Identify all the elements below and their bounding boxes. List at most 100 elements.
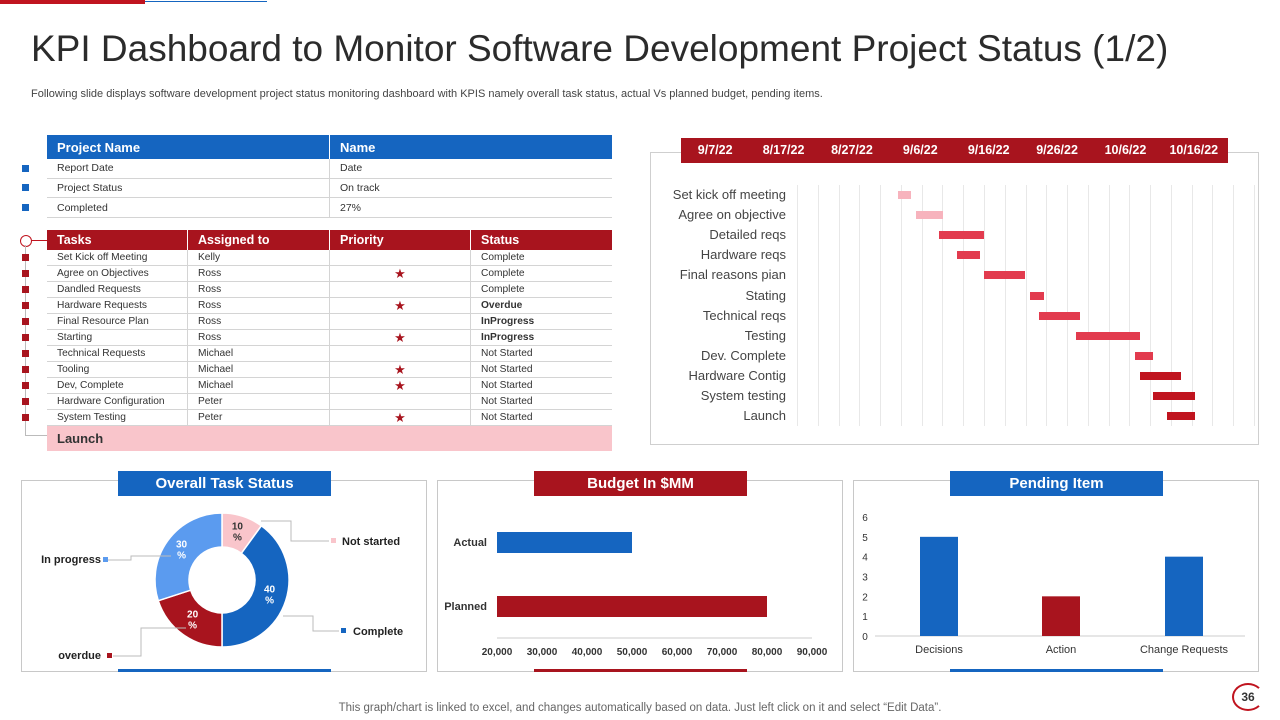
table-row: Hardware Configuration Peter Not Started [47, 394, 612, 410]
gantt-gridline [817, 185, 819, 426]
gantt-gridline [1150, 185, 1152, 426]
header-name: Name [340, 139, 376, 155]
gantt-bar [1030, 291, 1044, 300]
assigned-cell: Peter [188, 410, 330, 425]
gantt-gridline [1254, 185, 1255, 426]
gantt-gridline [1087, 185, 1089, 426]
row-bullet [22, 254, 29, 261]
priority-star-icon [330, 282, 471, 297]
table-row: Technical Requests Michael Not Started [47, 346, 612, 362]
task-cell: Final Resource Plan [47, 314, 188, 329]
priority-star-icon [330, 250, 471, 265]
y-tick-label: 2 [862, 592, 868, 603]
y-tick-label: 1 [862, 612, 868, 623]
pending-bar-chart: 0 1 2 3 4 5 6 Decisions Action Change Requests [862, 513, 1245, 656]
pending-bar [1042, 596, 1080, 636]
priority-star-icon [330, 314, 471, 329]
y-tick-label: 4 [862, 553, 868, 564]
gantt-task-label: System testing [700, 388, 786, 403]
gantt-task-label: Testing [744, 327, 786, 343]
tasks-table: Tasks Assigned to Priority Status Set Ki… [47, 230, 612, 451]
row-bullet [22, 204, 29, 211]
gantt-task-label: Technical reqs [702, 307, 786, 323]
gantt-bar [1135, 351, 1154, 360]
priority-star-icon: ★ [330, 330, 471, 345]
footnote: This graph/chart is linked to excel, and… [338, 702, 942, 714]
budget-category-label: Actual [453, 537, 487, 549]
task-cell: Agree on Objectives [47, 266, 188, 281]
gantt-bar [1153, 392, 1195, 400]
status-cell: Not Started [481, 412, 533, 423]
gantt-gridline [880, 185, 882, 426]
gantt-task-label: Launch [743, 408, 786, 424]
priority-star-icon: ★ [330, 410, 471, 425]
gantt-gridline [900, 185, 902, 426]
gantt-gridline [1004, 185, 1006, 426]
y-tick-label: 0 [862, 632, 868, 643]
status-cell: Overdue [481, 300, 523, 311]
x-tick-label: 40,000 [572, 647, 603, 658]
priority-star-icon: ★ [330, 378, 471, 393]
priority-star-icon [330, 346, 471, 361]
gantt-gridline [1108, 185, 1110, 426]
row-bullet [22, 350, 29, 357]
budget-category-label: Planned [444, 601, 487, 613]
donut-category-label: Complete [353, 626, 403, 638]
table-row: Project Status On track [47, 178, 612, 199]
header-status: Status [481, 233, 520, 247]
assigned-cell: Michael [188, 378, 330, 393]
gantt-task-label: Set kick off meeting [672, 187, 786, 202]
gantt-task-label: Dev. Complete [700, 347, 786, 363]
priority-star-icon [330, 394, 471, 409]
gantt-bar [984, 271, 1026, 280]
donut-chart: 10 % 40 % 20 % 30 % Not started Complete overdue In… [41, 512, 403, 662]
gantt-gridline [859, 185, 861, 426]
task-cell: Starting [47, 330, 188, 345]
status-cell: Not Started [481, 396, 533, 407]
assigned-cell: Ross [188, 298, 330, 313]
top-accent-line [145, 1, 267, 2]
gantt-task-label: Hardware Contig [688, 367, 786, 383]
assigned-cell: Ross [188, 282, 330, 297]
x-tick-label: 80,000 [752, 647, 783, 658]
task-status-title: Overall Task Status [118, 471, 331, 496]
gantt-date: 9/26/22 [1036, 143, 1078, 157]
assigned-cell: Ross [188, 330, 330, 345]
gantt-gridline [838, 185, 840, 426]
status-cell: InProgress [481, 316, 535, 327]
gantt-task-label: Agree on objective [678, 207, 786, 223]
gantt-task-label: Stating [745, 287, 786, 303]
callout-line [283, 615, 339, 632]
table-row: Hardware Requests Ross ★ Overdue [47, 298, 612, 314]
gantt-date: 10/16/22 [1169, 143, 1219, 157]
gantt-task-label: Final reasons pian [679, 267, 786, 283]
gantt-bar [915, 211, 944, 220]
assigned-cell: Ross [188, 314, 330, 329]
donut-value-label: 40% [264, 584, 276, 606]
priority-star-icon: ★ [330, 298, 471, 313]
y-tick-label: 6 [862, 513, 868, 524]
table-row: Set Kick off Meeting Kelly Complete [47, 250, 612, 266]
row-bullet [22, 414, 29, 421]
assigned-cell: Ross [188, 266, 330, 281]
legend-marker [331, 538, 336, 543]
gantt-gridline [1067, 185, 1069, 426]
gantt-bar [956, 251, 980, 260]
table-row: Dev, Complete Michael ★ Not Started [47, 378, 612, 394]
table-row: Final Resource Plan Ross InProgress [47, 314, 612, 330]
tasks-table-header: Tasks Assigned to Priority Status [47, 230, 612, 250]
cell: Report Date [47, 159, 330, 178]
x-category-label: Action [1046, 644, 1077, 656]
gantt-gridline [1046, 185, 1048, 426]
budget-title: Budget In $MM [534, 471, 747, 496]
gantt-bar [1039, 311, 1081, 320]
x-category-label: Decisions [915, 644, 963, 656]
table-row: System Testing Peter ★ Not Started [47, 410, 612, 426]
table-row: Starting Ross ★ InProgress [47, 330, 612, 346]
budget-bar [497, 596, 767, 617]
callout-line [108, 555, 171, 561]
donut-slice [154, 512, 223, 602]
header-assigned: Assigned to [188, 230, 330, 250]
gantt-bar [1167, 412, 1195, 421]
page-number: 36 [1232, 683, 1264, 711]
